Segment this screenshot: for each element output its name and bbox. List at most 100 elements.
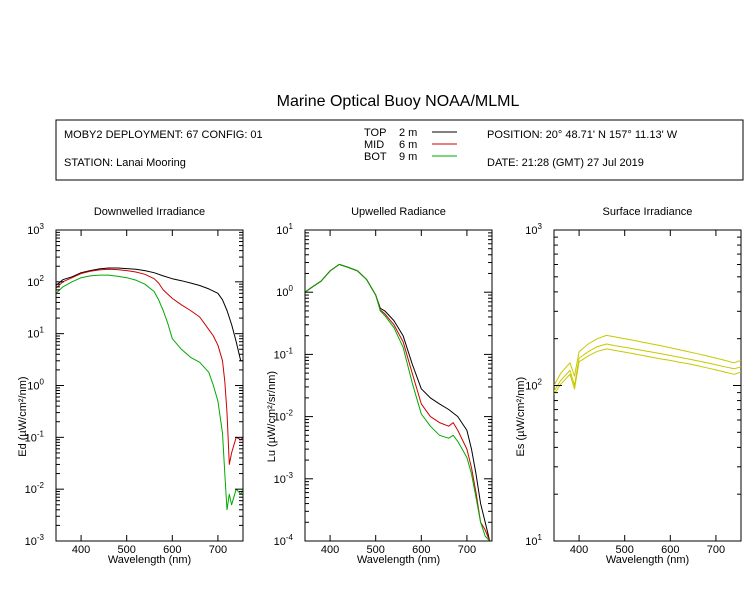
- y-tick-exponent: -1: [37, 429, 45, 438]
- series-group: [554, 334, 741, 395]
- x-axis-label: Wavelength (nm): [606, 554, 689, 566]
- y-tick-base: 10: [27, 329, 39, 341]
- y-tick-base: 10: [27, 225, 39, 237]
- y-tick-exponent: 1: [40, 326, 45, 335]
- deployment-text: MOBY2 DEPLOYMENT: 67 CONFIG: 01: [64, 129, 263, 141]
- series-line-top: [56, 267, 243, 362]
- y-tick-label: 103: [525, 222, 542, 237]
- x-tick-label: 600: [412, 544, 430, 556]
- x-tick-label: 600: [163, 544, 181, 556]
- series-line-es-2: [554, 343, 741, 392]
- y-tick-exponent: 2: [40, 274, 45, 283]
- y-tick-label: 103: [27, 222, 44, 237]
- plot-frame: [304, 229, 493, 542]
- series-group: [56, 267, 243, 511]
- x-tick-label: 500: [118, 544, 136, 556]
- legend-label-bot: BOT: [364, 151, 387, 163]
- legend-depth-top: 2 m: [399, 127, 417, 139]
- y-tick-label: 101: [276, 222, 293, 237]
- x-axis-label: Wavelength (nm): [108, 554, 191, 566]
- y-tick-label: 10-1: [274, 346, 294, 361]
- y-tick-exponent: 3: [538, 222, 543, 231]
- x-tick-label: 500: [616, 544, 634, 556]
- x-axis-label: Wavelength (nm): [357, 554, 440, 566]
- y-tick-exponent: 1: [289, 222, 294, 231]
- y-tick-exponent: 0: [289, 284, 294, 293]
- y-tick-base: 10: [525, 225, 537, 237]
- x-tick-label: 400: [570, 544, 588, 556]
- y-tick-base: 10: [525, 536, 537, 548]
- y-tick-exponent: 1: [538, 533, 543, 542]
- series-line-bot: [56, 274, 243, 511]
- y-tick-label: 10-3: [25, 533, 45, 548]
- legend-label-top: TOP: [364, 127, 386, 139]
- legend-entry-top: TOP 2 m: [364, 127, 457, 139]
- position-text: POSITION: 20° 48.71' N 157° 11.13' W: [487, 129, 678, 141]
- header-box: MOBY2 DEPLOYMENT: 67 CONFIG: 01 STATION:…: [55, 119, 744, 181]
- y-tick-base: 10: [274, 474, 286, 486]
- y-tick-exponent: 2: [538, 378, 543, 387]
- legend-depth-bot: 9 m: [399, 151, 417, 163]
- series-line-es-1: [554, 334, 741, 386]
- y-tick-base: 10: [276, 225, 288, 237]
- y-tick-exponent: -2: [37, 481, 45, 490]
- y-tick-base: 10: [27, 381, 39, 393]
- x-tick-label: 400: [321, 544, 339, 556]
- y-tick-label: 10-2: [274, 409, 294, 424]
- y-tick-exponent: -3: [286, 471, 294, 480]
- x-tick-label: 700: [707, 544, 725, 556]
- panel-title: Downwelled Irradiance: [94, 206, 205, 218]
- y-tick-exponent: -1: [286, 346, 294, 355]
- y-tick-label: 102: [525, 378, 542, 393]
- y-tick-label: 100: [27, 378, 44, 393]
- y-tick-base: 10: [276, 287, 288, 299]
- legend-entry-bot: BOT 9 m: [364, 151, 457, 163]
- x-tick-label: 600: [661, 544, 679, 556]
- station-text: STATION: Lanai Mooring: [64, 157, 186, 169]
- legend-entry-mid: MID 6 m: [364, 139, 457, 151]
- y-tick-base: 10: [274, 412, 286, 424]
- y-tick-label: 100: [276, 284, 293, 299]
- y-tick-label: 10-1: [25, 429, 45, 444]
- y-tick-exponent: 0: [40, 378, 45, 387]
- legend: TOP 2 m MID 6 m BOT 9 m: [364, 127, 457, 163]
- panel-title: Surface Irradiance: [603, 206, 693, 218]
- y-tick-label: 10-2: [25, 481, 45, 496]
- y-tick-base: 10: [25, 432, 37, 444]
- y-tick-label: 10-4: [274, 533, 294, 548]
- legend-depth-mid: 6 m: [399, 139, 417, 151]
- x-tick-label: 500: [367, 544, 385, 556]
- legend-label-mid: MID: [364, 139, 384, 151]
- y-tick-label: 101: [525, 533, 542, 548]
- y-tick-exponent: 3: [40, 222, 45, 231]
- y-axis-label: Es (µW/cm²/nm): [515, 377, 527, 457]
- x-tick-label: 700: [458, 544, 476, 556]
- y-tick-base: 10: [27, 277, 39, 289]
- y-tick-exponent: -2: [286, 409, 294, 418]
- y-tick-base: 10: [274, 536, 286, 548]
- y-axis-label: Ed (µW/cm²/nm): [17, 376, 29, 456]
- series-line-mid: [56, 268, 243, 465]
- y-tick-base: 10: [274, 349, 286, 361]
- x-tick-label: 400: [72, 544, 90, 556]
- series-line-top: [305, 263, 492, 541]
- y-tick-exponent: -4: [286, 533, 294, 542]
- series-line-bot: [305, 263, 492, 541]
- panel-title: Upwelled Radiance: [351, 206, 446, 218]
- series-line-mid: [305, 263, 492, 541]
- plot-frame: [553, 229, 742, 542]
- series-group: [305, 263, 492, 541]
- y-axis-label: Lu (µW/cm²/sr/nm): [266, 371, 278, 462]
- y-tick-base: 10: [25, 484, 37, 496]
- y-tick-label: 102: [27, 274, 44, 289]
- series-line-es-3: [554, 348, 741, 395]
- y-tick-base: 10: [25, 536, 37, 548]
- y-tick-base: 10: [525, 381, 537, 393]
- y-tick-label: 10-3: [274, 471, 294, 486]
- date-text: DATE: 21:28 (GMT) 27 Jul 2019: [487, 157, 644, 169]
- y-tick-label: 101: [27, 326, 44, 341]
